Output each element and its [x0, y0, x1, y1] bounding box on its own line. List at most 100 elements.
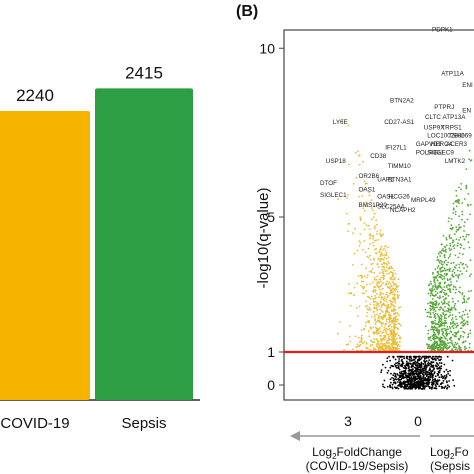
volcano-point: [444, 305, 446, 308]
volcano-point: [439, 273, 442, 276]
volcano-point: [403, 372, 406, 375]
volcano-point: [451, 333, 454, 336]
volcano-point: [436, 342, 439, 345]
volcano-plot-panel: (B) -log10(q-value) 0 1 5 10 PDPK1 ATP11A…: [236, 3, 474, 473]
volcano-point: [466, 323, 469, 326]
volcano-point: [428, 373, 431, 375]
volcano-point: [437, 380, 439, 383]
volcano-point: [410, 381, 413, 384]
volcano-point: [450, 262, 453, 265]
volcano-point: [466, 313, 469, 315]
volcano-point: [441, 274, 443, 277]
volcano-point: [395, 326, 397, 329]
volcano-point: [368, 228, 371, 230]
volcano-point: [457, 300, 460, 303]
volcano-point: [429, 304, 432, 307]
volcano-point: [385, 262, 388, 265]
volcano-point: [377, 302, 380, 305]
volcano-point: [442, 295, 444, 298]
volcano-point: [462, 322, 465, 325]
volcano-point: [453, 384, 456, 387]
volcano-point: [426, 343, 429, 346]
volcano-point: [452, 212, 455, 214]
volcano-point: [381, 254, 384, 257]
volcano-point: [397, 343, 400, 346]
volcano-point: [443, 275, 445, 278]
volcano-point: [447, 370, 449, 373]
volcano-point: [456, 324, 458, 327]
volcano-point: [390, 285, 392, 288]
volcano-point: [348, 163, 350, 166]
volcano-point: [373, 306, 376, 309]
volcano-point: [439, 366, 441, 368]
volcano-point: [434, 335, 437, 337]
volcano-point: [416, 364, 419, 366]
volcano-point: [373, 303, 376, 306]
volcano-point: [468, 346, 471, 349]
volcano-point: [376, 327, 379, 330]
volcano-point: [442, 309, 445, 312]
volcano-point: [440, 382, 443, 385]
volcano-point: [438, 371, 440, 374]
volcano-point: [443, 302, 446, 304]
volcano-point: [377, 285, 380, 288]
volcano-point: [463, 247, 465, 250]
volcano-point: [446, 355, 449, 358]
volcano-point: [434, 379, 437, 381]
volcano-point: [358, 154, 361, 157]
volcano-point: [382, 322, 384, 325]
volcano-point: [378, 315, 380, 317]
volcano-point: [385, 251, 388, 254]
volcano-point: [360, 341, 363, 344]
volcano-point: [380, 371, 382, 374]
volcano-point: [435, 385, 437, 388]
volcano-point: [387, 294, 389, 297]
volcano-point: [427, 383, 430, 386]
volcano-point: [348, 335, 351, 338]
volcano-point: [392, 328, 395, 330]
volcano-point: [418, 379, 421, 381]
volcano-point: [392, 340, 394, 343]
volcano-point: [440, 243, 443, 246]
volcano-point: [453, 306, 455, 309]
volcano-point: [361, 276, 363, 279]
volcano-point: [445, 292, 448, 295]
volcano-point: [436, 327, 438, 329]
volcano-point: [388, 262, 390, 265]
volcano-point: [461, 202, 464, 204]
volcano-point: [439, 259, 442, 262]
volcano-point: [435, 302, 438, 305]
volcano-point: [431, 328, 434, 331]
volcano-point: [443, 254, 446, 257]
volcano-point: [379, 288, 382, 291]
volcano-point: [466, 233, 468, 236]
volcano-point: [365, 300, 367, 303]
volcano-point: [454, 323, 456, 326]
bar-category-label-sepsis: Sepsis: [121, 415, 166, 432]
volcano-point: [405, 383, 408, 386]
volcano-point: [373, 225, 376, 228]
volcano-point: [439, 345, 441, 348]
volcano-point: [387, 333, 390, 336]
volcano-point: [433, 280, 435, 282]
volcano-point: [445, 331, 448, 334]
volcano-point: [392, 355, 395, 358]
volcano-point: [423, 388, 426, 390]
volcano-point: [440, 287, 443, 289]
volcano-point: [380, 335, 382, 337]
x-label-right-line2: (Sepsis: [430, 459, 470, 473]
volcano-point: [444, 269, 447, 272]
volcano-point: [460, 226, 462, 229]
volcano-point: [370, 207, 373, 210]
volcano-point: [360, 285, 363, 287]
volcano-point: [462, 335, 465, 338]
volcano-point: [398, 347, 400, 350]
volcano-point: [445, 286, 448, 288]
volcano-point: [458, 290, 460, 293]
volcano-point: [363, 286, 366, 288]
volcano-point: [442, 331, 445, 334]
volcano-point: [413, 386, 415, 388]
volcano-point: [353, 294, 355, 296]
volcano-point: [443, 282, 446, 285]
y-tick-label-1: 1: [267, 344, 275, 360]
